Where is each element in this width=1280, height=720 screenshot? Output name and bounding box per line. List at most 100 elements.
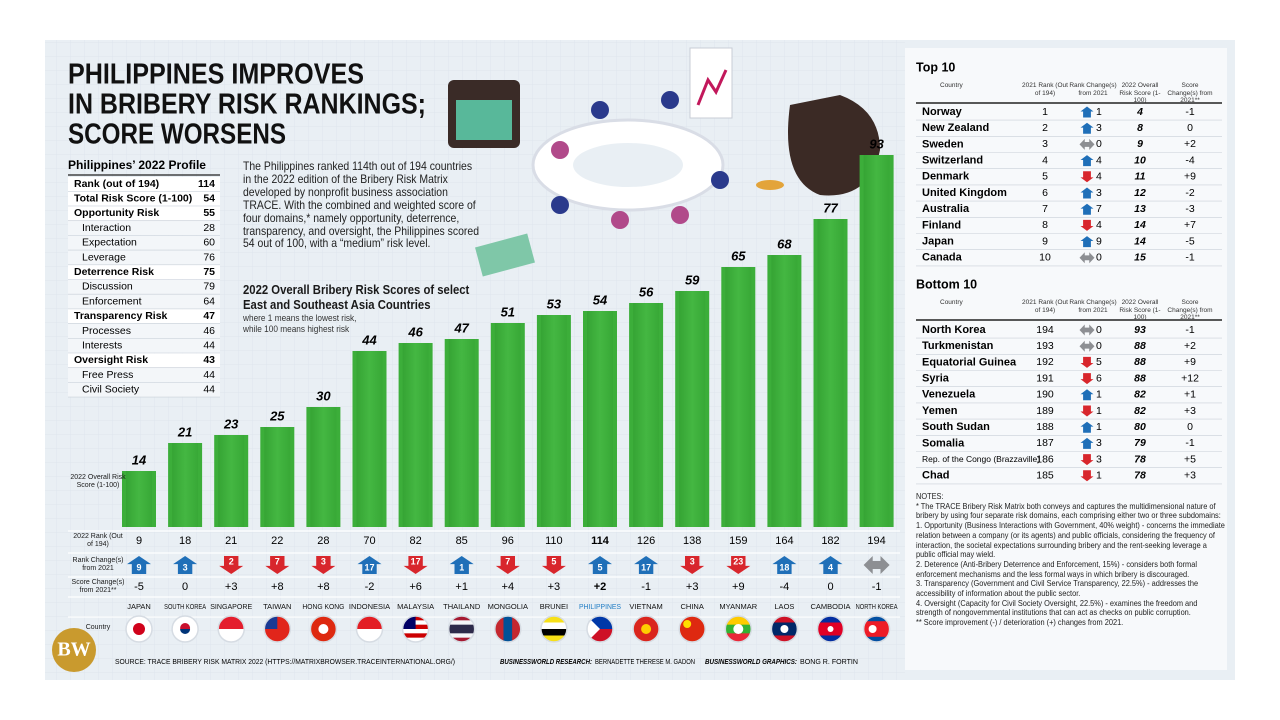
rank-2022: 9 — [136, 535, 142, 547]
rank-change-arrow — [357, 556, 382, 574]
profile-value: 76 — [203, 251, 215, 263]
profile-label: Interests — [82, 339, 122, 351]
table-header: Score Change(s) from 2021** — [1167, 82, 1213, 104]
flag-ring — [724, 615, 753, 643]
rank-change-arrow — [495, 556, 520, 574]
table-change: 1 — [1096, 389, 1102, 401]
score-change: +8 — [317, 581, 330, 593]
table-score: 12 — [1134, 187, 1146, 199]
table-change: 0 — [1096, 252, 1102, 264]
row-label: 2022 Rank (Out of 194) — [73, 533, 123, 548]
flag-stripe — [817, 616, 844, 623]
note: 3. Transparency (Government and Civil Se… — [916, 578, 1199, 599]
rank-change-label: 17 — [641, 562, 651, 572]
flag-stripe — [863, 636, 890, 642]
profile-value: 60 — [203, 237, 215, 249]
table-change: 6 — [1096, 372, 1102, 384]
table-score-change: +9 — [1184, 171, 1196, 183]
table-change: 0 — [1096, 340, 1102, 352]
score-change: +3 — [686, 581, 699, 593]
table-change: 1 — [1096, 405, 1102, 417]
bar-shine — [633, 303, 660, 527]
table-country: Yemen — [922, 405, 958, 417]
bar-shine — [264, 427, 291, 527]
table-rank: 4 — [1042, 154, 1048, 166]
rank-change-label: 7 — [505, 556, 510, 566]
profile-label: Enforcement — [82, 295, 142, 307]
rank-change-arrow — [1080, 405, 1094, 417]
table-score-change: -4 — [1185, 154, 1194, 166]
profile-value: 44 — [203, 339, 215, 351]
flag — [540, 616, 567, 642]
country-label: SOUTH KOREA — [164, 602, 206, 611]
bar-shine — [587, 311, 613, 527]
table-rank: 185 — [1036, 470, 1054, 482]
rank-change-arrow — [1080, 155, 1094, 167]
table-score-change: -1 — [1185, 252, 1194, 264]
value-label: 59 — [685, 272, 700, 287]
logo: BW — [57, 639, 90, 661]
score-change: +1 — [455, 581, 468, 593]
table-rank: 191 — [1036, 372, 1054, 384]
flag-ring — [816, 615, 845, 643]
note: 4. Oversight (Capacity for Civil Society… — [916, 597, 1198, 618]
flag-ring — [862, 615, 891, 643]
country-label: CAMBODIA — [810, 602, 850, 611]
profile-value: 43 — [203, 354, 215, 366]
rank-change-label: 4 — [828, 562, 833, 572]
credit-name: BONG R. FORTIN — [800, 657, 858, 666]
flag-stripe — [540, 629, 567, 636]
country-label: BRUNEI — [540, 602, 568, 611]
rank-2022: 194 — [867, 535, 885, 547]
flag-stripe — [448, 629, 475, 634]
rank-change-arrow — [1080, 389, 1094, 401]
profile-row-bg — [68, 353, 220, 368]
flag-stripe — [448, 637, 475, 642]
rank-change-arrow — [265, 556, 290, 574]
table-score: 82 — [1134, 389, 1146, 401]
table-header: Country — [940, 299, 963, 306]
profile-row-bg — [68, 324, 220, 338]
flag-emblem — [180, 629, 191, 634]
table-score-change: -3 — [1185, 203, 1194, 215]
country-label: VIETNAM — [629, 602, 662, 611]
flag-stripe — [540, 635, 567, 642]
flag-stripe — [402, 633, 429, 639]
flag-ring — [401, 615, 430, 643]
rank-change-arrow — [1080, 356, 1094, 368]
note: * The TRACE Bribery Risk Matrix both con… — [916, 500, 1221, 521]
rank-change-label: 3 — [183, 562, 188, 572]
profile-value: 55 — [203, 207, 215, 219]
score-change: +3 — [225, 581, 238, 593]
profile-value: 79 — [203, 281, 215, 293]
table-rank: 190 — [1036, 389, 1054, 401]
profile-row-bg — [68, 338, 220, 353]
notes: NOTES: * The TRACE Bribery Risk Matrix bo… — [916, 491, 1226, 628]
country-label: INDONESIA — [349, 602, 390, 611]
flag-stripe — [540, 622, 567, 630]
table-header: Rank Change(s) from 2021 — [1069, 299, 1117, 314]
rank-change-label: 2 — [229, 556, 234, 566]
value-label: 46 — [407, 324, 423, 339]
flag-stripe — [771, 635, 798, 642]
profile-row-bg — [68, 382, 220, 397]
flag-stripe — [494, 616, 504, 642]
flag — [494, 616, 521, 642]
flag-emblem — [318, 624, 329, 634]
rank-change-arrow — [1080, 122, 1094, 134]
flag-stripe — [817, 635, 844, 642]
flag-ring — [447, 615, 476, 643]
flag-stripe — [817, 629, 844, 636]
profile-label: Total Risk Score (1-100) — [74, 192, 192, 204]
profile-label: Deterrence Risk — [74, 266, 154, 278]
flag — [218, 616, 245, 642]
table-rank: 187 — [1036, 437, 1054, 449]
profile-label: Expectation — [82, 237, 137, 249]
country-label: MONGOLIA — [488, 602, 528, 611]
table-header: 2021 Rank (Out of 194) — [1022, 82, 1068, 97]
profile-label: Leverage — [82, 251, 126, 263]
flag-stripe — [863, 621, 890, 627]
table-country: Norway — [922, 106, 963, 118]
rank-change-arrow — [634, 556, 659, 574]
